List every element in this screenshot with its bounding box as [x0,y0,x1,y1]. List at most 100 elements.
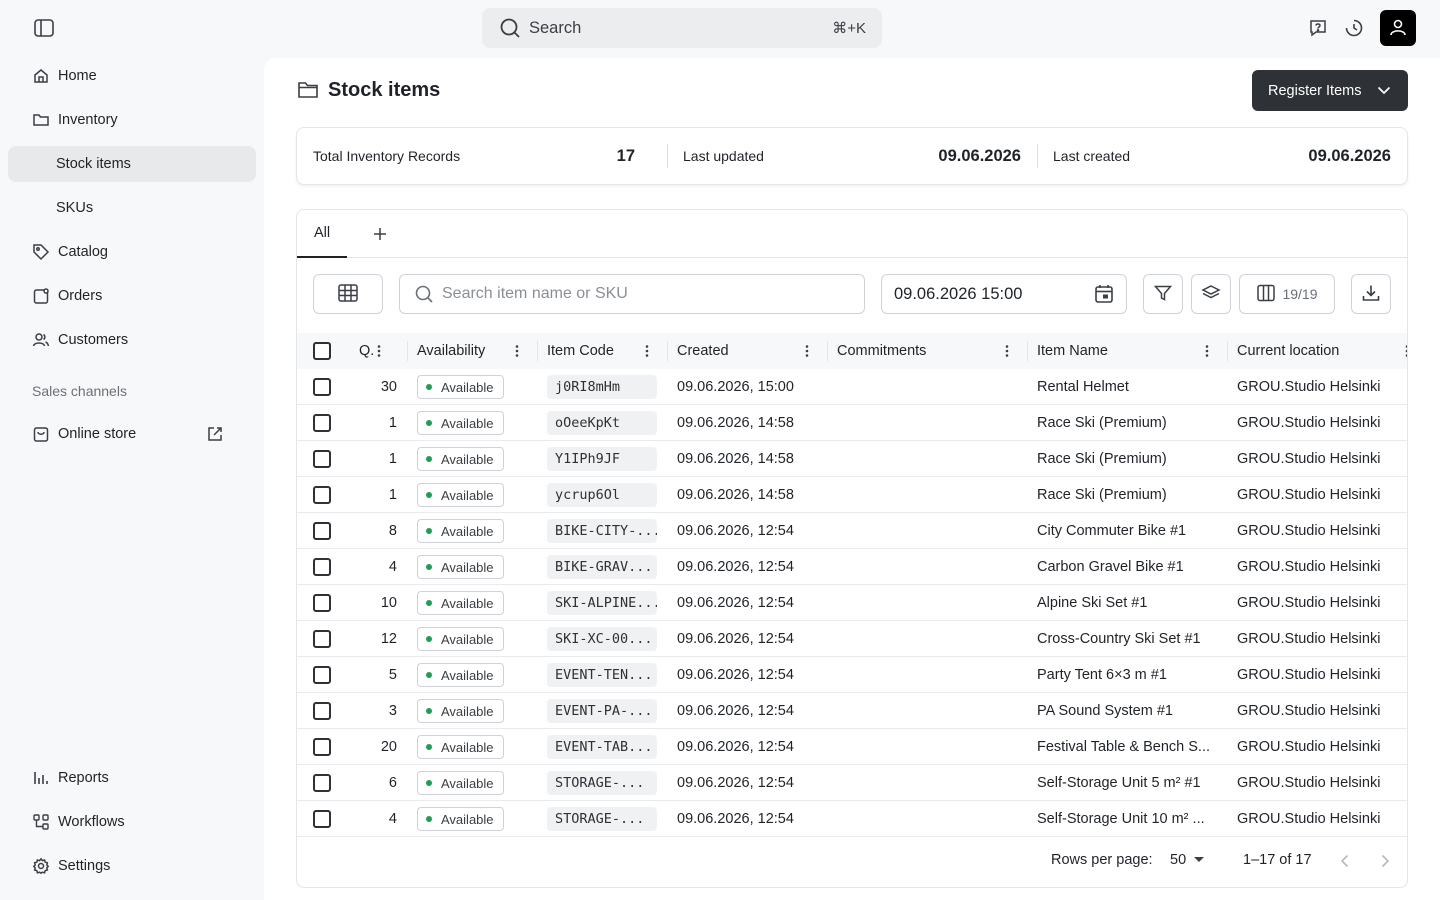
sidebar-item-online-store[interactable]: Online store [8,416,256,452]
row-checkbox[interactable] [313,585,333,621]
item-code: ycrup6Ol [547,483,657,507]
row-checkbox[interactable] [313,405,333,441]
sidebar-item-catalog[interactable]: Catalog [8,234,256,270]
sidebar-item-workflows[interactable]: Workflows [8,804,256,840]
header-divider [667,341,668,361]
column-header-created[interactable]: Created [677,333,827,369]
cell-item-name: Cross-Country Ski Set #1 [1037,631,1201,647]
stat-last-updated: Last updated 09.06.2026 [683,128,1037,184]
table-row[interactable]: 20 Available EVENT-TAB... 09.06.2026, 12:54… [297,729,1407,765]
group-button[interactable] [1191,274,1231,314]
columns-button[interactable]: 19/19 [1239,274,1335,314]
sidebar-item-label: SKUs [56,200,94,216]
caret-down-icon[interactable] [1194,857,1204,862]
table-row[interactable]: 1 Available Y1IPh9JF 09.06.2026, 14:58 Race … [297,441,1407,477]
row-checkbox[interactable] [313,657,333,693]
external-link-icon[interactable] [206,425,224,443]
item-code: EVENT-PA-... [547,699,657,723]
table-row[interactable]: 10 Available SKI-ALPINE... 09.06.2026, 12:5… [297,585,1407,621]
history-icon[interactable] [1343,17,1365,39]
column-menu-icon[interactable] [799,343,815,359]
sidebar-item-inventory[interactable]: Inventory [8,102,256,138]
column-menu-icon[interactable] [1199,343,1215,359]
table-row[interactable]: 6 Available STORAGE-... 09.06.2026, 12:54 Se… [297,765,1407,801]
add-tab-icon[interactable] [371,225,389,243]
prev-page-icon[interactable] [1335,851,1355,871]
sidebar-toggle-icon[interactable] [33,17,55,39]
column-header-item-name[interactable]: Item Name [1037,333,1227,369]
column-menu-icon[interactable] [371,343,387,359]
date-picker[interactable]: 09.06.2026 15:00 [881,274,1127,314]
cell-qty: 1 [388,415,397,431]
row-checkbox[interactable] [313,693,333,729]
row-checkbox[interactable] [313,369,333,405]
status-label: Available [441,559,494,575]
global-search[interactable]: Search ⌘+K [482,8,882,48]
row-checkbox[interactable] [313,765,333,801]
chevron-down-icon [1376,82,1392,98]
column-header-availability[interactable]: Availability [417,333,537,369]
column-menu-icon[interactable] [1399,343,1407,359]
column-menu-icon[interactable] [509,343,525,359]
help-icon[interactable] [1307,17,1329,39]
table-row[interactable]: 1 Available oOeeKpKt 09.06.2026, 14:58 Race … [297,405,1407,441]
header-divider [407,341,408,361]
cell-created: 09.06.2026, 12:54 [677,811,794,827]
sidebar-item-reports[interactable]: Reports [8,760,256,796]
column-header-commitments[interactable]: Commitments [837,333,1027,369]
row-checkbox[interactable] [313,801,333,837]
sidebar-item-stock-items[interactable]: Stock items [8,146,256,182]
row-checkbox[interactable] [313,549,333,585]
row-checkbox[interactable] [313,621,333,657]
sidebar-item-home[interactable]: Home [8,58,256,94]
row-checkbox[interactable] [313,441,333,477]
table-row[interactable]: 1 Available ycrup6Ol 09.06.2026, 14:58 Race … [297,477,1407,513]
cell-item-code: SKI-ALPINE... [547,585,667,621]
cell-item-name: Self-Storage Unit 5 m² #1 [1037,775,1201,791]
tab-all[interactable]: All [297,210,347,258]
cell-item-code: j0RI8mHm [547,369,667,405]
status-badge: Available [417,627,504,651]
column-menu-icon[interactable] [999,343,1015,359]
cell-commitments [837,585,1027,621]
cell-commitments [837,513,1027,549]
status-dot-icon [426,456,432,462]
table-row[interactable]: 3 Available EVENT-PA-... 09.06.2026, 12:54 P… [297,693,1407,729]
column-menu-icon[interactable] [639,343,655,359]
register-items-button[interactable]: Register Items [1252,70,1408,111]
table-row[interactable]: 8 Available BIKE-CITY-... 09.06.2026, 12:54… [297,513,1407,549]
status-label: Available [441,703,494,719]
stat-value: 09.06.2026 [1308,146,1391,165]
download-button[interactable] [1351,274,1391,314]
status-label: Available [441,775,494,791]
row-checkbox[interactable] [313,729,333,765]
column-header-location[interactable]: Current location [1237,333,1407,369]
table-row[interactable]: 5 Available EVENT-TEN... 09.06.2026, 12:54 P… [297,657,1407,693]
column-header-qty[interactable]: Q. [359,333,407,369]
select-all-checkbox[interactable] [313,333,333,369]
sidebar-item-settings[interactable]: Settings [8,848,256,884]
status-label: Available [441,631,494,647]
sidebar-item-orders[interactable]: Orders [8,278,256,314]
sidebar-item-skus[interactable]: SKUs [8,190,256,226]
status-dot-icon [426,636,432,642]
table-row[interactable]: 4 Available STORAGE-... 09.06.2026, 12:54 Se… [297,801,1407,837]
filter-button[interactable] [1143,274,1183,314]
cell-location: GROU.Studio Helsinki [1237,379,1381,395]
sidebar-item-customers[interactable]: Customers [8,322,256,358]
table-row[interactable]: 30 Available j0RI8mHm 09.06.2026, 15:00 Rent… [297,369,1407,405]
stat-label: Last updated [683,148,764,164]
table-row[interactable]: 12 Available SKI-XC-00... 09.06.2026, 12:54… [297,621,1407,657]
user-avatar[interactable] [1380,10,1416,46]
columns-count: 19/19 [1282,286,1318,302]
users-icon [32,331,50,349]
search-input[interactable] [442,285,842,303]
rows-per-page-select[interactable]: 50 [1170,852,1187,868]
next-page-icon[interactable] [1375,851,1395,871]
table-view-button[interactable] [313,274,383,314]
column-header-item-code[interactable]: Item Code [547,333,667,369]
row-checkbox[interactable] [313,513,333,549]
row-checkbox[interactable] [313,477,333,513]
table-row[interactable]: 4 Available BIKE-GRAV... 09.06.2026, 12:54 C… [297,549,1407,585]
status-dot-icon [426,600,432,606]
